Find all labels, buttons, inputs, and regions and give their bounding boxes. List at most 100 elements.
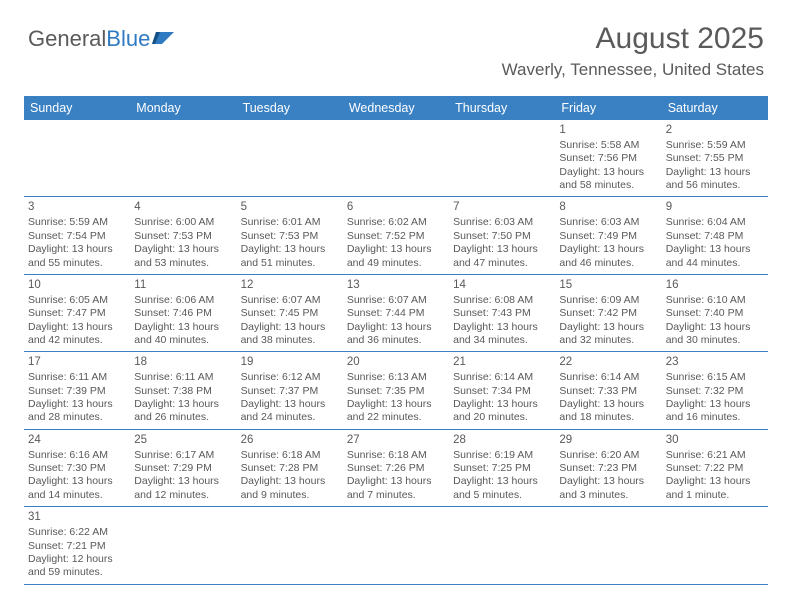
sunset-text: Sunset: 7:55 PM	[666, 152, 764, 165]
day-cell: 21Sunrise: 6:14 AMSunset: 7:34 PMDayligh…	[449, 352, 555, 428]
daylight-text: Daylight: 13 hours and 20 minutes.	[453, 398, 551, 425]
day-cell: 19Sunrise: 6:12 AMSunset: 7:37 PMDayligh…	[237, 352, 343, 428]
sunrise-text: Sunrise: 6:19 AM	[453, 449, 551, 462]
calendar: SundayMondayTuesdayWednesdayThursdayFrid…	[24, 96, 768, 585]
daylight-text: Daylight: 13 hours and 40 minutes.	[134, 321, 232, 348]
day-of-week-cell: Monday	[130, 96, 236, 120]
day-number: 14	[453, 278, 551, 293]
week-row: 10Sunrise: 6:05 AMSunset: 7:47 PMDayligh…	[24, 275, 768, 352]
sunrise-text: Sunrise: 6:02 AM	[347, 216, 445, 229]
logo-text-b: Blue	[106, 26, 150, 52]
daylight-text: Daylight: 13 hours and 53 minutes.	[134, 243, 232, 270]
daylight-text: Daylight: 13 hours and 38 minutes.	[241, 321, 339, 348]
day-number: 8	[559, 200, 657, 215]
month-title: August 2025	[502, 22, 764, 56]
day-number: 10	[28, 278, 126, 293]
sunset-text: Sunset: 7:54 PM	[28, 230, 126, 243]
day-cell: 25Sunrise: 6:17 AMSunset: 7:29 PMDayligh…	[130, 430, 236, 506]
daylight-text: Daylight: 13 hours and 18 minutes.	[559, 398, 657, 425]
day-cell: 1Sunrise: 5:58 AMSunset: 7:56 PMDaylight…	[555, 120, 661, 196]
day-number: 19	[241, 355, 339, 370]
sunset-text: Sunset: 7:38 PM	[134, 385, 232, 398]
day-of-week-cell: Saturday	[662, 96, 768, 120]
sunset-text: Sunset: 7:33 PM	[559, 385, 657, 398]
sunset-text: Sunset: 7:22 PM	[666, 462, 764, 475]
sunrise-text: Sunrise: 6:20 AM	[559, 449, 657, 462]
location-subtitle: Waverly, Tennessee, United States	[502, 60, 764, 80]
daylight-text: Daylight: 13 hours and 24 minutes.	[241, 398, 339, 425]
day-cell	[130, 120, 236, 196]
sunset-text: Sunset: 7:43 PM	[453, 307, 551, 320]
day-cell: 24Sunrise: 6:16 AMSunset: 7:30 PMDayligh…	[24, 430, 130, 506]
sunset-text: Sunset: 7:53 PM	[134, 230, 232, 243]
day-cell: 29Sunrise: 6:20 AMSunset: 7:23 PMDayligh…	[555, 430, 661, 506]
sunrise-text: Sunrise: 6:22 AM	[28, 526, 126, 539]
day-number: 20	[347, 355, 445, 370]
day-cell: 4Sunrise: 6:00 AMSunset: 7:53 PMDaylight…	[130, 197, 236, 273]
sunrise-text: Sunrise: 6:18 AM	[347, 449, 445, 462]
day-cell: 26Sunrise: 6:18 AMSunset: 7:28 PMDayligh…	[237, 430, 343, 506]
daylight-text: Daylight: 13 hours and 32 minutes.	[559, 321, 657, 348]
day-cell: 14Sunrise: 6:08 AMSunset: 7:43 PMDayligh…	[449, 275, 555, 351]
sunset-text: Sunset: 7:34 PM	[453, 385, 551, 398]
daylight-text: Daylight: 13 hours and 14 minutes.	[28, 475, 126, 502]
day-of-week-cell: Thursday	[449, 96, 555, 120]
daylight-text: Daylight: 13 hours and 22 minutes.	[347, 398, 445, 425]
day-cell: 8Sunrise: 6:03 AMSunset: 7:49 PMDaylight…	[555, 197, 661, 273]
daylight-text: Daylight: 13 hours and 36 minutes.	[347, 321, 445, 348]
sunrise-text: Sunrise: 6:15 AM	[666, 371, 764, 384]
day-number: 4	[134, 200, 232, 215]
daylight-text: Daylight: 13 hours and 7 minutes.	[347, 475, 445, 502]
sunset-text: Sunset: 7:46 PM	[134, 307, 232, 320]
day-number: 17	[28, 355, 126, 370]
day-cell: 28Sunrise: 6:19 AMSunset: 7:25 PMDayligh…	[449, 430, 555, 506]
day-number: 13	[347, 278, 445, 293]
sunrise-text: Sunrise: 6:07 AM	[347, 294, 445, 307]
sunset-text: Sunset: 7:52 PM	[347, 230, 445, 243]
sunset-text: Sunset: 7:37 PM	[241, 385, 339, 398]
daylight-text: Daylight: 13 hours and 56 minutes.	[666, 166, 764, 193]
sunset-text: Sunset: 7:49 PM	[559, 230, 657, 243]
sunset-text: Sunset: 7:50 PM	[453, 230, 551, 243]
day-number: 30	[666, 433, 764, 448]
day-cell: 30Sunrise: 6:21 AMSunset: 7:22 PMDayligh…	[662, 430, 768, 506]
sunset-text: Sunset: 7:25 PM	[453, 462, 551, 475]
daylight-text: Daylight: 13 hours and 55 minutes.	[28, 243, 126, 270]
daylight-text: Daylight: 13 hours and 44 minutes.	[666, 243, 764, 270]
day-cell: 31Sunrise: 6:22 AMSunset: 7:21 PMDayligh…	[24, 507, 130, 583]
day-number: 23	[666, 355, 764, 370]
sunrise-text: Sunrise: 6:04 AM	[666, 216, 764, 229]
day-number: 3	[28, 200, 126, 215]
sunset-text: Sunset: 7:53 PM	[241, 230, 339, 243]
sunset-text: Sunset: 7:28 PM	[241, 462, 339, 475]
day-cell: 13Sunrise: 6:07 AMSunset: 7:44 PMDayligh…	[343, 275, 449, 351]
daylight-text: Daylight: 13 hours and 3 minutes.	[559, 475, 657, 502]
day-cell	[237, 120, 343, 196]
sunset-text: Sunset: 7:42 PM	[559, 307, 657, 320]
day-number: 27	[347, 433, 445, 448]
sunset-text: Sunset: 7:30 PM	[28, 462, 126, 475]
sunrise-text: Sunrise: 6:00 AM	[134, 216, 232, 229]
day-of-week-cell: Wednesday	[343, 96, 449, 120]
sunset-text: Sunset: 7:29 PM	[134, 462, 232, 475]
day-number: 26	[241, 433, 339, 448]
day-cell	[449, 507, 555, 583]
day-cell: 20Sunrise: 6:13 AMSunset: 7:35 PMDayligh…	[343, 352, 449, 428]
sunrise-text: Sunrise: 6:14 AM	[559, 371, 657, 384]
sunset-text: Sunset: 7:56 PM	[559, 152, 657, 165]
calendar-body: 1Sunrise: 5:58 AMSunset: 7:56 PMDaylight…	[24, 120, 768, 585]
sunrise-text: Sunrise: 6:05 AM	[28, 294, 126, 307]
daylight-text: Daylight: 13 hours and 46 minutes.	[559, 243, 657, 270]
day-cell: 3Sunrise: 5:59 AMSunset: 7:54 PMDaylight…	[24, 197, 130, 273]
daylight-text: Daylight: 13 hours and 34 minutes.	[453, 321, 551, 348]
day-number: 22	[559, 355, 657, 370]
day-cell	[343, 120, 449, 196]
sunrise-text: Sunrise: 6:06 AM	[134, 294, 232, 307]
sunset-text: Sunset: 7:48 PM	[666, 230, 764, 243]
sunrise-text: Sunrise: 6:14 AM	[453, 371, 551, 384]
sunrise-text: Sunrise: 6:03 AM	[559, 216, 657, 229]
sunrise-text: Sunrise: 6:12 AM	[241, 371, 339, 384]
day-number: 24	[28, 433, 126, 448]
day-cell	[237, 507, 343, 583]
daylight-text: Daylight: 13 hours and 30 minutes.	[666, 321, 764, 348]
